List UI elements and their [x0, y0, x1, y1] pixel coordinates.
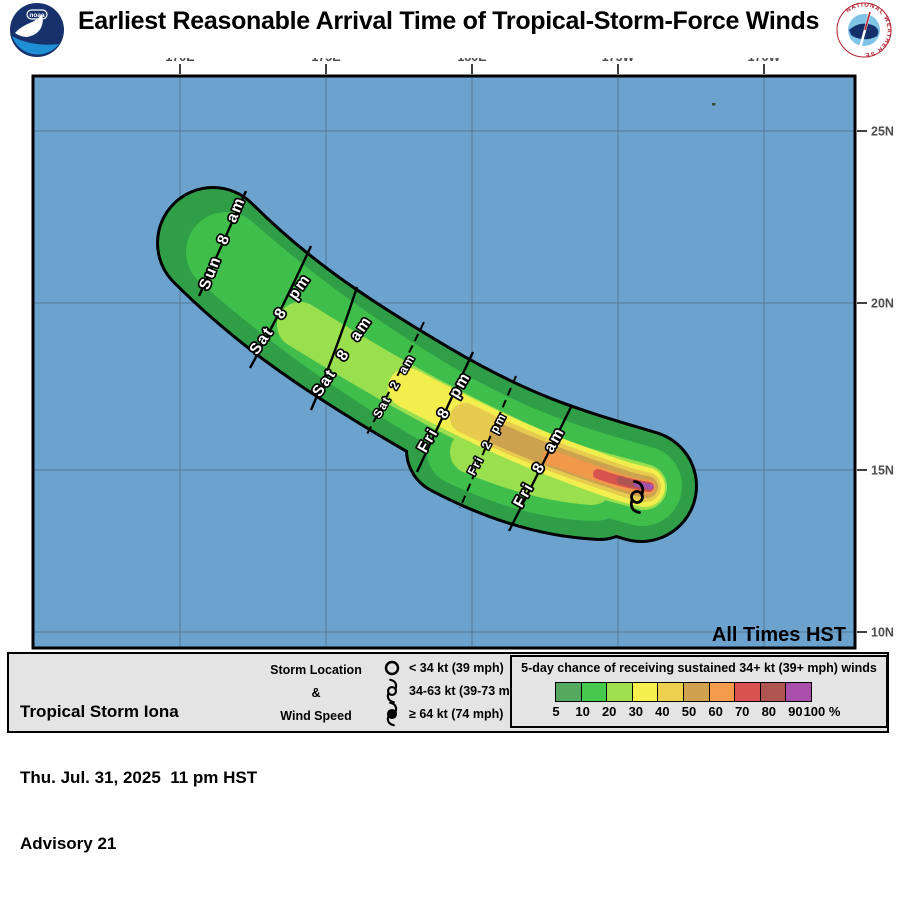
key-heading-line1: Storm Location: [270, 663, 362, 677]
prob-tick: 10: [575, 704, 590, 719]
lat-label: 10N: [871, 626, 894, 640]
prob-cell-30: [631, 682, 659, 702]
key-heading-line3: Wind Speed: [280, 709, 352, 723]
probability-legend-title: 5-day chance of receiving sustained 34+ …: [521, 661, 877, 675]
prob-tick: 5: [552, 704, 560, 719]
prob-tick: 50: [681, 704, 697, 719]
forecast-map: Sun 8 am Sat 8 pm Sat 8 am Sat 2 am Fri …: [31, 50, 894, 650]
latitude-labels: 25N 20N 15N 10N: [871, 125, 894, 640]
lat-label: 15N: [871, 464, 894, 478]
ts-open-icon: [386, 678, 398, 704]
wind-probability-cone: [156, 186, 698, 543]
open-circle-icon: [384, 660, 400, 676]
probability-colorbar: [555, 682, 812, 702]
legend-bar: Tropical Storm Iona Thu. Jul. 31, 2025 1…: [7, 652, 889, 853]
page-title: Earliest Reasonable Arrival Time of Trop…: [77, 7, 820, 35]
contour-line-fri-8pm: [415, 351, 475, 473]
prob-cell-80: [759, 682, 787, 702]
prob-cell-5: [555, 682, 582, 702]
contour-line-sun-8am: [197, 190, 248, 297]
nws-logo-icon: NATIONAL WEATHER SERVICE: [836, 2, 892, 58]
key-label-34-63: 34-63 kt (39-73 mph): [409, 684, 530, 698]
prob-tick: 70: [734, 704, 750, 719]
title-bar: noaa Earliest Reasonable Arrival Time of…: [0, 0, 897, 58]
prob-tick: 20: [601, 704, 617, 719]
key-row-ge64: ≥ 64 kt (74 mph): [379, 701, 504, 727]
prob-cell-60: [708, 682, 736, 702]
key-label-lt34: < 34 kt (39 mph): [409, 661, 504, 675]
noaa-logo-icon: noaa: [10, 3, 64, 57]
prob-tick: 100 %: [803, 704, 841, 719]
lat-label: 25N: [871, 125, 894, 139]
all-times-note: All Times HST: [712, 624, 846, 646]
key-row-lt34: < 34 kt (39 mph): [379, 656, 504, 680]
prob-cell-70: [734, 682, 761, 702]
prob-cell-10: [580, 682, 608, 702]
contour-line-sat-8pm: [248, 245, 313, 369]
prob-tick: 90: [788, 704, 803, 719]
advisory-datetime: Thu. Jul. 31, 2025 11 pm HST: [20, 768, 258, 787]
noaa-logo-text: noaa: [29, 12, 45, 19]
contour-line-sat-2am: [365, 321, 425, 437]
noaa-arrival-time-graphic: Sun 8 am Sat 8 pm Sat 8 am Sat 2 am Fri …: [0, 0, 897, 853]
probability-colorbar-ticks: 5 10 20 30 40 50 60 70 80 90 100 %: [552, 704, 840, 720]
lat-label: 20N: [871, 297, 894, 311]
contour-line-sat-8am: [309, 286, 359, 411]
prob-tick: 30: [628, 704, 644, 719]
advisory-number: Advisory 21: [20, 834, 117, 853]
prob-cell-20: [606, 682, 633, 702]
key-label-ge64: ≥ 64 kt (74 mph): [409, 707, 504, 721]
contour-line-fri-2pm: [459, 375, 517, 509]
top-ticks: [179, 64, 765, 74]
storm-name: Tropical Storm Iona: [20, 702, 179, 721]
storm-location-icon: [629, 480, 645, 514]
probability-legend: 5-day chance of receiving sustained 34+ …: [510, 655, 888, 728]
prob-tick: 60: [708, 704, 723, 719]
symbol-key-heading: Storm Location & Wind Speed: [257, 659, 375, 728]
prob-tick: 40: [655, 704, 670, 719]
prob-cell-50: [682, 682, 710, 702]
prob-cell-90: [785, 682, 812, 702]
prob-tick: 80: [761, 704, 777, 719]
arrival-time-contours: [197, 190, 573, 532]
storm-id-block: Tropical Storm Iona Thu. Jul. 31, 2025 1…: [20, 657, 257, 899]
island-speck: [712, 103, 716, 106]
map-border: [31, 74, 857, 650]
band-90pct: [633, 481, 654, 490]
ts-filled-icon: [386, 701, 398, 727]
key-heading-line2: &: [311, 686, 321, 700]
prob-cell-40: [657, 682, 684, 702]
right-ticks: [857, 130, 867, 633]
contour-line-fri-8am: [507, 406, 573, 532]
key-row-34-63: 34-63 kt (39-73 mph): [379, 678, 530, 704]
